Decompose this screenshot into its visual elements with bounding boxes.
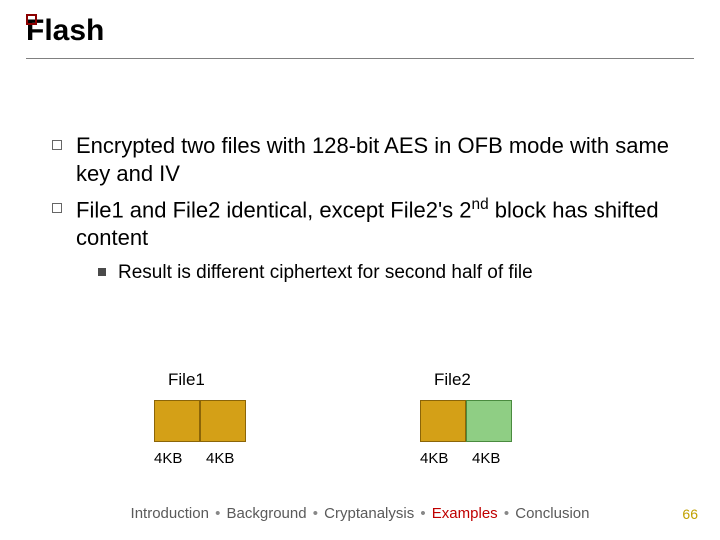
slide-title-region: Flash <box>26 14 104 48</box>
footer-item-conclusion: Conclusion <box>515 505 589 522</box>
bullet-text-2: File1 and File2 identical, except File2'… <box>76 195 672 251</box>
bullet-text-2-pre: File1 and File2 identical, except File2'… <box>76 197 472 222</box>
footer-separator: • <box>416 505 430 522</box>
breadcrumb-footer: Introduction • Background • Cryptanalysi… <box>0 505 720 522</box>
file1-label: File1 <box>168 370 258 390</box>
file1-sizes: 4KB 4KB <box>154 450 258 467</box>
file2-blocks <box>420 400 524 442</box>
bullet-item-2: File1 and File2 identical, except File2'… <box>52 195 672 251</box>
file2-group: File2 4KB 4KB <box>420 370 524 467</box>
file1-size-1: 4KB <box>154 450 200 467</box>
file1-group: File1 4KB 4KB <box>154 370 258 467</box>
file1-block-2 <box>200 400 246 442</box>
file1-size-2: 4KB <box>206 450 252 467</box>
footer-separator: • <box>211 505 225 522</box>
title-accent-square <box>26 14 37 25</box>
bullet-text-2-sup: nd <box>472 196 489 213</box>
footer-separator: • <box>500 505 514 522</box>
file2-block-2 <box>466 400 512 442</box>
file1-blocks <box>154 400 258 442</box>
square-bullet-icon <box>52 203 62 213</box>
footer-item-background: Background <box>227 505 307 522</box>
file1-block-1 <box>154 400 200 442</box>
footer-separator: • <box>309 505 323 522</box>
page-number: 66 <box>682 506 698 522</box>
file2-block-1 <box>420 400 466 442</box>
file2-size-1: 4KB <box>420 450 466 467</box>
file2-size-2: 4KB <box>472 450 518 467</box>
filled-square-bullet-icon <box>98 268 106 276</box>
file2-label: File2 <box>434 370 524 390</box>
title-underline <box>26 58 694 59</box>
file2-sizes: 4KB 4KB <box>420 450 524 467</box>
footer-item-cryptanalysis: Cryptanalysis <box>324 505 414 522</box>
sub-bullet-item-1: Result is different ciphertext for secon… <box>98 261 672 286</box>
bullet-text-1: Encrypted two files with 128-bit AES in … <box>76 132 672 187</box>
bullet-item-1: Encrypted two files with 128-bit AES in … <box>52 132 672 187</box>
sub-bullet-text-1: Result is different ciphertext for secon… <box>118 261 533 286</box>
footer-item-examples: Examples <box>432 505 498 522</box>
slide-title: Flash <box>26 14 104 48</box>
footer-item-introduction: Introduction <box>131 505 209 522</box>
bullet-list: Encrypted two files with 128-bit AES in … <box>52 132 672 286</box>
square-bullet-icon <box>52 140 62 150</box>
